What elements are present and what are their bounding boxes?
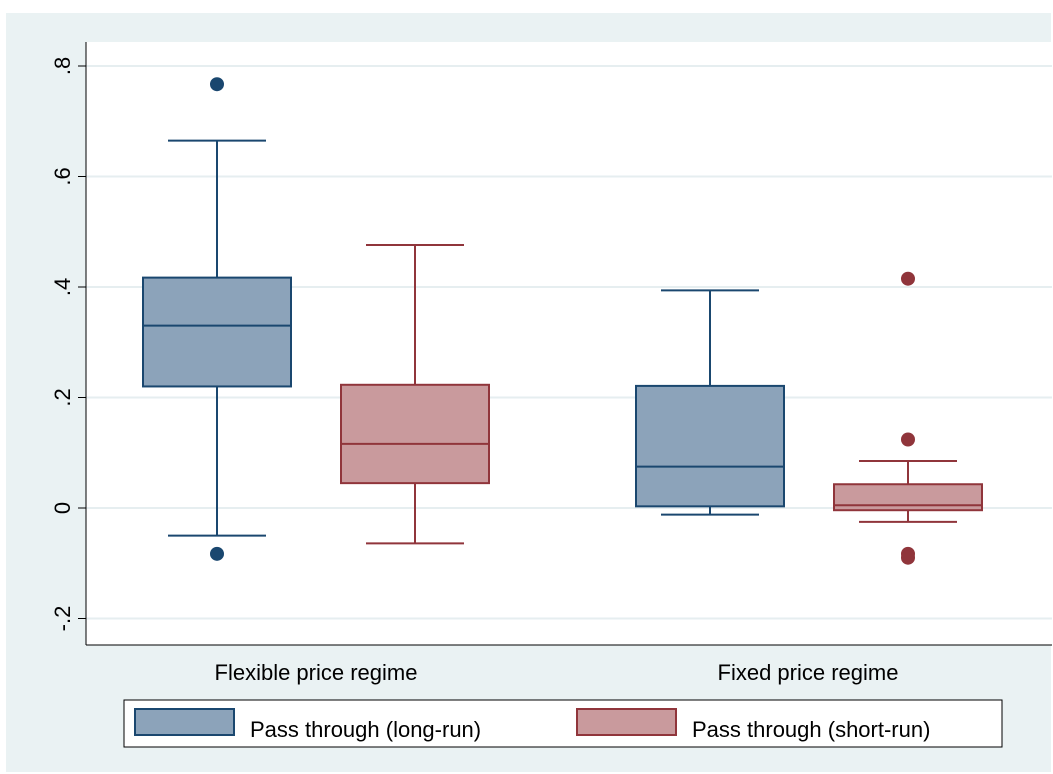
legend-swatch-long-run bbox=[134, 708, 235, 736]
outlier-point bbox=[901, 550, 915, 565]
box-long-run-1 bbox=[635, 289, 785, 516]
y-tick-label: .2 bbox=[50, 388, 75, 406]
outlier-point bbox=[210, 77, 224, 92]
box-short-run-1 bbox=[833, 271, 983, 565]
outlier-point bbox=[901, 432, 915, 447]
legend-label-short-run: Pass through (short-run) bbox=[692, 717, 930, 742]
iqr-box bbox=[635, 384, 785, 508]
legend-label-long-run: Pass through (long-run) bbox=[250, 717, 481, 742]
outlier-point bbox=[901, 271, 915, 286]
legend-swatch-short-run bbox=[576, 708, 677, 736]
iqr-box bbox=[340, 383, 490, 485]
y-tick-label: 0 bbox=[50, 502, 75, 514]
box-long-run-0 bbox=[142, 77, 292, 561]
outlier-point bbox=[210, 546, 224, 561]
iqr-box bbox=[142, 276, 292, 388]
y-tick-label: .6 bbox=[50, 167, 75, 185]
legend: Pass through (long-run) Pass through (sh… bbox=[123, 699, 1003, 748]
x-category-label: Flexible price regime bbox=[215, 660, 418, 685]
y-tick-label: .8 bbox=[50, 57, 75, 75]
x-category-label: Fixed price regime bbox=[718, 660, 899, 685]
box-plot-series bbox=[142, 77, 983, 565]
legend-frame bbox=[123, 699, 1003, 748]
y-axis: -.2 0 .2 .4 .6 .8 bbox=[50, 42, 87, 645]
box-short-run-0 bbox=[340, 244, 490, 545]
y-tick-label: -.2 bbox=[50, 606, 75, 632]
x-axis: Flexible price regime Fixed price regime bbox=[86, 644, 1052, 685]
y-tick-label: .4 bbox=[50, 278, 75, 296]
gridlines bbox=[86, 65, 1052, 620]
iqr-box bbox=[833, 483, 983, 512]
